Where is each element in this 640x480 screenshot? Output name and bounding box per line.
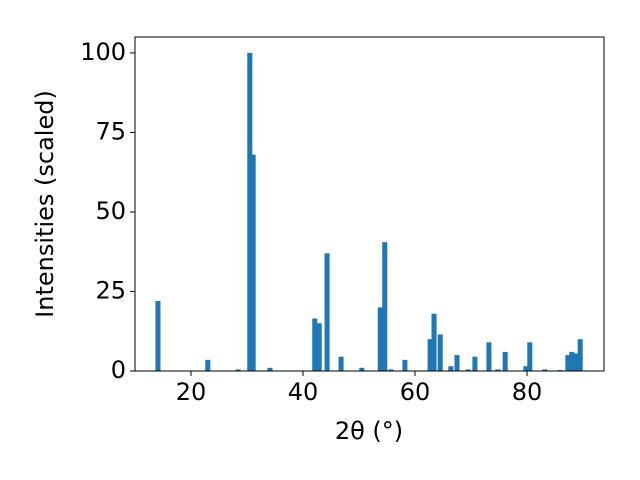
bar	[565, 355, 571, 371]
bar	[448, 366, 454, 371]
bar	[465, 369, 471, 371]
y-tick-label: 50	[95, 197, 126, 225]
bar	[205, 359, 211, 371]
y-tick-label: 0	[111, 356, 126, 384]
bar	[437, 334, 443, 371]
bar	[495, 369, 501, 371]
plot-frame	[134, 36, 605, 372]
bar	[402, 359, 408, 371]
y-axis-label: Intensities (scaled)	[31, 90, 59, 318]
x-tick-label: 20	[176, 378, 207, 406]
bar	[388, 369, 394, 371]
y-tick-label: 75	[95, 117, 126, 145]
bar	[502, 351, 508, 371]
bar	[486, 342, 492, 371]
bar	[542, 369, 548, 371]
x-axis-label: 2θ (°)	[335, 417, 403, 445]
bar	[573, 353, 579, 371]
bar	[377, 307, 383, 371]
bar	[382, 242, 388, 371]
bar	[454, 355, 460, 371]
x-tick-label: 40	[288, 378, 319, 406]
bar	[577, 339, 583, 371]
bar	[235, 369, 241, 371]
bar	[523, 366, 529, 371]
bar	[427, 339, 433, 371]
x-tick-label: 60	[400, 378, 431, 406]
bar	[247, 52, 253, 372]
bar	[316, 323, 322, 371]
bar	[569, 351, 575, 371]
y-tick-label: 25	[95, 276, 126, 304]
bar	[324, 253, 330, 371]
bar	[155, 301, 161, 371]
bar	[312, 318, 318, 371]
bar	[338, 356, 344, 371]
bar	[472, 356, 478, 371]
y-tick-label: 100	[80, 38, 126, 66]
bar	[527, 342, 533, 371]
bar	[250, 154, 256, 371]
bar	[267, 367, 273, 371]
bar	[359, 367, 365, 371]
bar	[431, 313, 437, 371]
x-tick-label: 80	[512, 378, 543, 406]
